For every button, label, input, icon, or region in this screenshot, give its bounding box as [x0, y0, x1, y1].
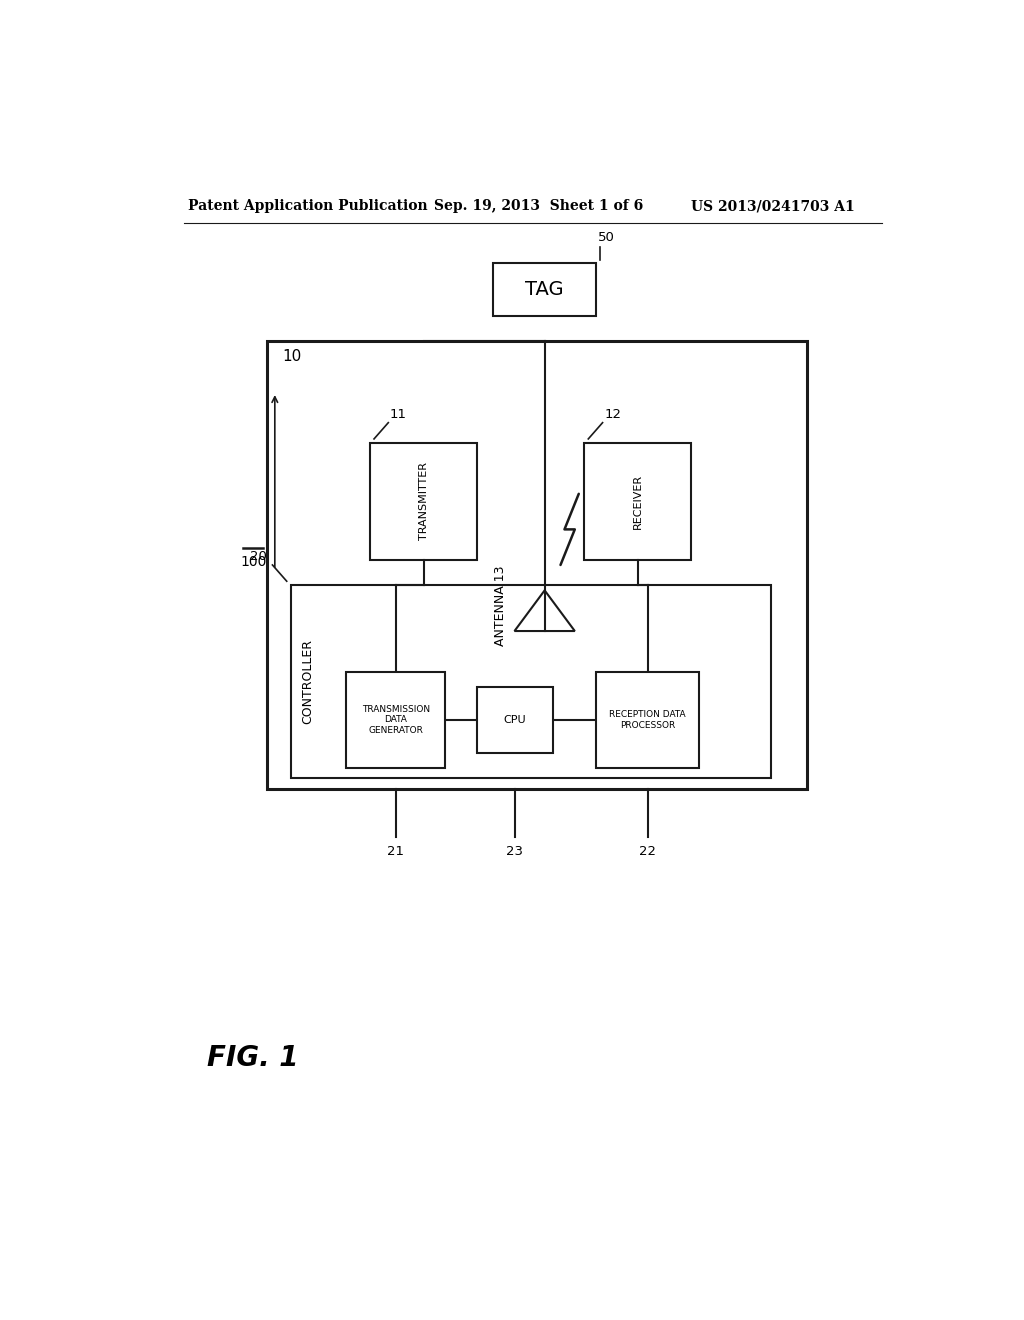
Text: 100: 100: [241, 554, 266, 569]
Text: TRANSMISSION
DATA
GENERATOR: TRANSMISSION DATA GENERATOR: [361, 705, 430, 735]
Text: CONTROLLER: CONTROLLER: [302, 639, 314, 725]
FancyBboxPatch shape: [370, 444, 477, 560]
Text: 22: 22: [639, 846, 656, 858]
FancyBboxPatch shape: [477, 686, 553, 752]
Text: 12: 12: [604, 408, 622, 421]
Text: CPU: CPU: [504, 715, 526, 725]
Text: 23: 23: [507, 846, 523, 858]
Text: 10: 10: [283, 350, 302, 364]
Text: RECEPTION DATA
PROCESSOR: RECEPTION DATA PROCESSOR: [609, 710, 686, 730]
Text: 11: 11: [390, 408, 407, 421]
FancyBboxPatch shape: [346, 672, 445, 768]
Text: ANTENNA 13: ANTENNA 13: [495, 565, 508, 645]
FancyBboxPatch shape: [585, 444, 691, 560]
Text: TRANSMITTER: TRANSMITTER: [419, 462, 429, 540]
Text: TAG: TAG: [525, 280, 564, 300]
Text: RECEIVER: RECEIVER: [633, 474, 643, 529]
Text: 20: 20: [250, 550, 267, 562]
Text: Sep. 19, 2013  Sheet 1 of 6: Sep. 19, 2013 Sheet 1 of 6: [433, 199, 643, 213]
Text: US 2013/0241703 A1: US 2013/0241703 A1: [691, 199, 855, 213]
FancyBboxPatch shape: [267, 342, 807, 788]
FancyBboxPatch shape: [596, 672, 699, 768]
FancyBboxPatch shape: [291, 585, 771, 779]
FancyBboxPatch shape: [494, 263, 596, 315]
Text: 50: 50: [598, 231, 614, 244]
Text: FIG. 1: FIG. 1: [207, 1044, 299, 1072]
Text: 21: 21: [387, 846, 404, 858]
Text: Patent Application Publication: Patent Application Publication: [187, 199, 427, 213]
